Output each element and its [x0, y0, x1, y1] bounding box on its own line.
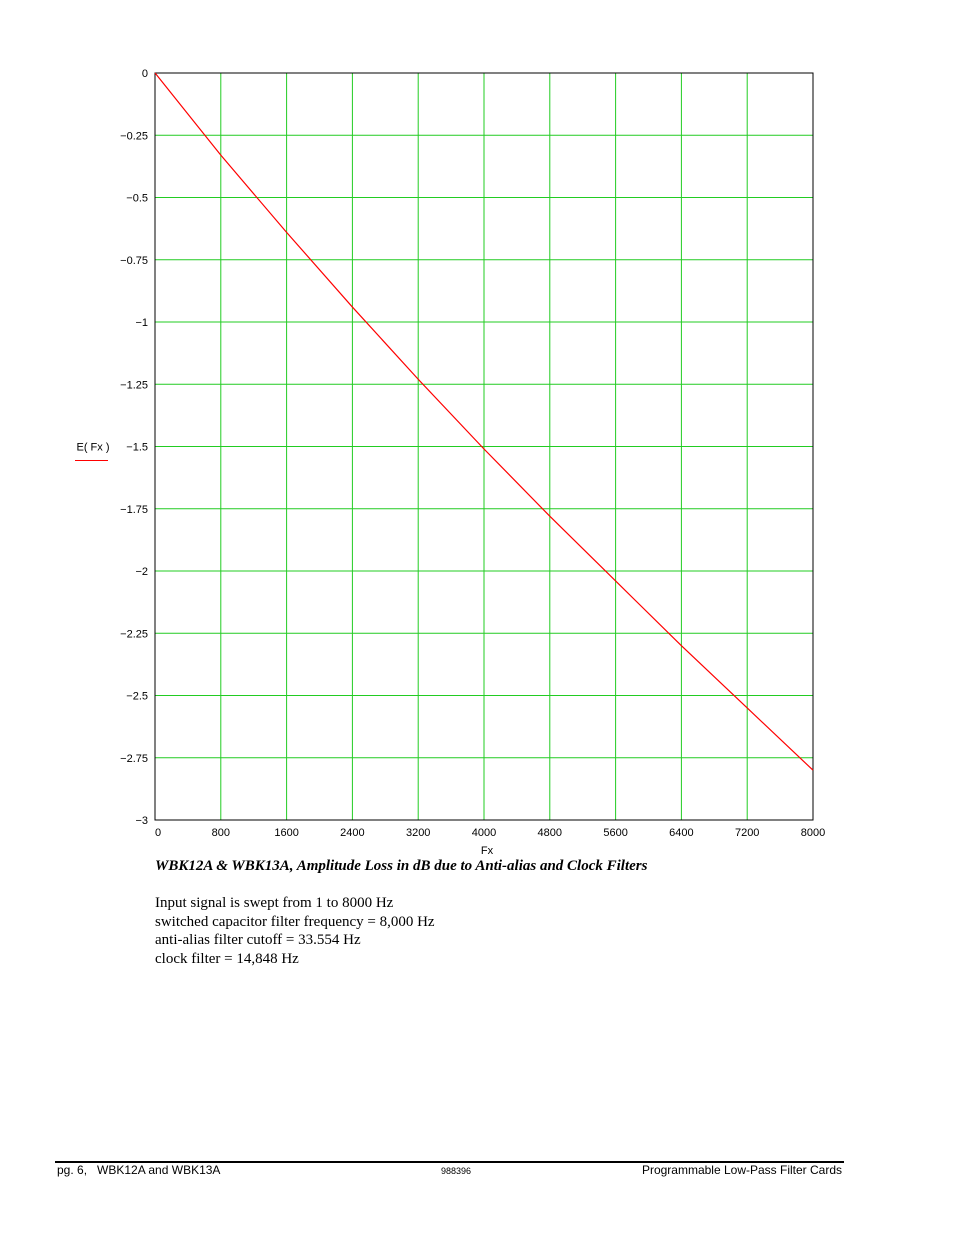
- x-tick-labels: 0 800 1600 2400 3200 4000 4800 5600 6400 7200 8000: [155, 827, 825, 839]
- x-tick-label: 7200: [735, 827, 759, 839]
- x-tick-label: 1600: [274, 827, 298, 839]
- y-tick-label: −1.25: [120, 379, 148, 391]
- note-line: Input signal is swept from 1 to 8000 Hz: [155, 895, 394, 911]
- note-line: switched capacitor filter frequency = 8,…: [155, 913, 435, 930]
- y-tick-label: −2.75: [120, 753, 148, 765]
- footer-page-label: pg. 6, WBK12A and WBK13A: [57, 1163, 221, 1177]
- y-tick-label: −1.5: [126, 442, 148, 454]
- x-tick-label: 4800: [538, 827, 562, 839]
- y-tick-label: −2: [135, 566, 148, 578]
- grid-lines: [154, 72, 814, 821]
- y-tick-label: −2.5: [126, 691, 148, 703]
- y-axis-title: E( Fx ): [77, 442, 110, 454]
- x-tick-label: 2400: [340, 827, 364, 839]
- x-tick-label: 3200: [406, 827, 430, 839]
- y-tick-label: −1: [135, 317, 148, 329]
- x-tick-label: 4000: [472, 827, 496, 839]
- figure-caption: WBK12A & WBK13A, Amplitude Loss in dB du…: [155, 858, 648, 874]
- note-line: anti-alias filter cutoff = 33.554 Hz: [155, 932, 361, 949]
- footer-title: Programmable Low-Pass Filter Cards: [641, 1163, 842, 1177]
- footer-rule: [55, 1161, 844, 1163]
- x-tick-label: 800: [212, 827, 230, 839]
- plot-frame: [154, 72, 814, 821]
- y-tick-labels: 0 −0.25 −0.5 −0.75 −1 −1.25 −1.5 −1.75 −2 −2.25 −2…: [120, 68, 148, 827]
- y-tick-label: −0.25: [120, 130, 148, 142]
- y-tick-label: −0.75: [120, 255, 148, 267]
- note-line: clock filter = 14,848 Hz: [155, 950, 299, 967]
- x-tick-label: 5600: [603, 827, 627, 839]
- y-tick-label: −3: [135, 815, 148, 827]
- y-tick-label: −1.75: [120, 504, 148, 516]
- series-line-e-fx: [154, 72, 814, 771]
- x-axis-title: Fx: [481, 845, 494, 857]
- y-tick-label: 0: [142, 68, 148, 80]
- x-tick-label: 6400: [669, 827, 693, 839]
- y-tick-label: −2.25: [120, 628, 148, 640]
- footer-doc-number: 988396: [441, 1166, 472, 1176]
- x-tick-label: 8000: [801, 827, 825, 839]
- amplitude-loss-chart: 0 800 1600 2400 3200 4000 4800 5600 6400 7200 8000…: [75, 68, 825, 857]
- notes-block: Input signal is swept from 1 to 8000 Hz …: [155, 894, 435, 968]
- y-tick-label: −0.5: [126, 193, 148, 205]
- x-tick-label: 0: [155, 827, 161, 839]
